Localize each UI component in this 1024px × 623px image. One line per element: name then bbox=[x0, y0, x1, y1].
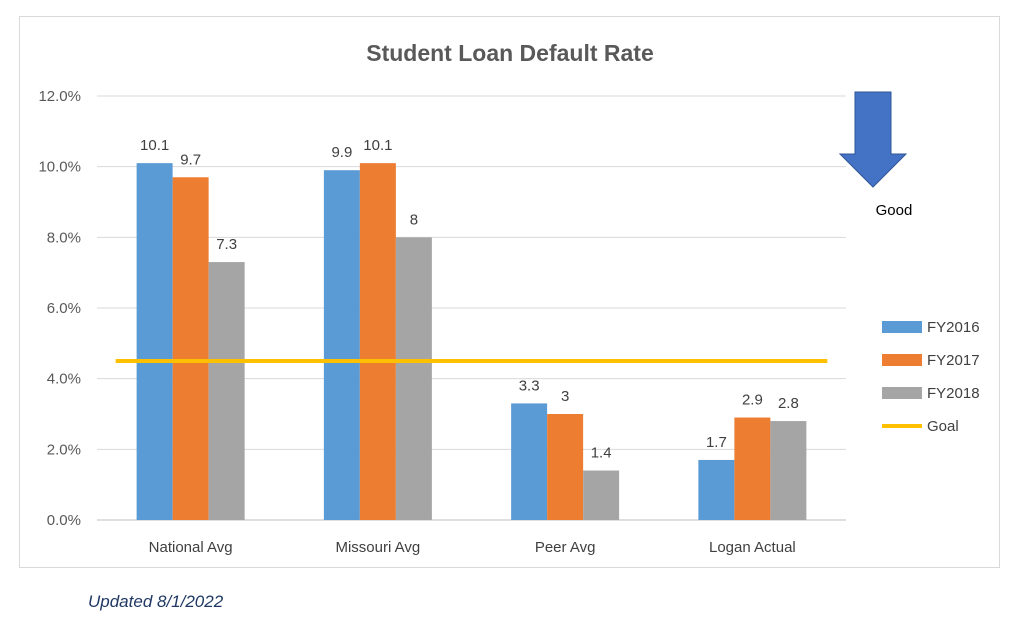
legend-label: FY2017 bbox=[927, 352, 980, 369]
bar-fy2018-2 bbox=[583, 470, 620, 520]
y-tick-label: 12.0% bbox=[38, 88, 81, 105]
data-labels: 10.1 9.7 7.3 9.9 10.1 8 3.3 3 1.4 1.7 2.9 2.8 bbox=[140, 137, 799, 461]
legend-swatch-fy2017 bbox=[882, 354, 922, 366]
bar-fy2016-0 bbox=[136, 163, 173, 520]
data-label: 10.1 bbox=[140, 137, 169, 154]
bars bbox=[136, 163, 807, 521]
chart-title: Student Loan Default Rate bbox=[366, 40, 654, 66]
data-label: 7.3 bbox=[216, 236, 237, 253]
category-label: Peer Avg bbox=[535, 539, 596, 556]
bar-fy2018-3 bbox=[770, 421, 807, 520]
legend-swatch-fy2016 bbox=[882, 321, 922, 333]
legend-label: FY2016 bbox=[927, 319, 980, 336]
bar-fy2018-0 bbox=[208, 262, 245, 520]
data-label: 9.9 bbox=[331, 144, 352, 161]
data-label: 3.3 bbox=[519, 377, 540, 394]
y-tick-label: 6.0% bbox=[47, 300, 81, 317]
bar-fy2017-2 bbox=[547, 414, 584, 520]
bar-fy2017-1 bbox=[359, 163, 396, 520]
x-axis-categories: National Avg Missouri Avg Peer Avg Logan Ac… bbox=[149, 539, 796, 556]
chart-svg: Student Loan Default Rate 0.0% 2.0% 4.0% 6.… bbox=[38, 40, 980, 556]
bar-fy2018-1 bbox=[395, 237, 432, 521]
y-tick-label: 0.0% bbox=[47, 512, 81, 529]
chart-area: Student Loan Default Rate 0.0% 2.0% 4.0% 6.… bbox=[19, 16, 1000, 568]
down-arrow-icon bbox=[838, 91, 908, 188]
y-tick-label: 2.0% bbox=[47, 441, 81, 458]
bar-fy2016-1 bbox=[323, 170, 360, 520]
data-label: 8 bbox=[410, 211, 418, 228]
legend-swatch-fy2018 bbox=[882, 387, 922, 399]
y-axis-ticks: 0.0% 2.0% 4.0% 6.0% 8.0% 10.0% 12.0% bbox=[38, 88, 81, 529]
data-label: 9.7 bbox=[180, 151, 201, 168]
data-label: 3 bbox=[561, 388, 569, 405]
good-label: Good bbox=[876, 202, 913, 219]
y-tick-label: 10.0% bbox=[38, 159, 81, 176]
good-annotation: Good bbox=[838, 91, 913, 219]
data-label: 1.4 bbox=[591, 445, 612, 462]
updated-footnote: Updated 8/1/2022 bbox=[88, 592, 224, 611]
category-label: National Avg bbox=[149, 539, 233, 556]
legend-label: FY2018 bbox=[927, 385, 980, 402]
y-tick-label: 8.0% bbox=[47, 229, 81, 246]
category-label: Logan Actual bbox=[709, 539, 796, 556]
bar-fy2016-2 bbox=[511, 403, 548, 520]
bar-fy2017-3 bbox=[734, 417, 771, 520]
bar-fy2016-3 bbox=[698, 459, 735, 520]
bar-fy2017-0 bbox=[172, 177, 209, 520]
y-tick-label: 4.0% bbox=[47, 371, 81, 388]
data-label: 2.9 bbox=[742, 392, 763, 409]
category-label: Missouri Avg bbox=[335, 539, 420, 556]
legend: FY2016 FY2017 FY2018 Goal bbox=[882, 319, 980, 435]
data-label: 1.7 bbox=[706, 434, 727, 451]
data-label: 10.1 bbox=[363, 137, 392, 154]
legend-label: Goal bbox=[927, 418, 959, 435]
data-label: 2.8 bbox=[778, 395, 799, 412]
